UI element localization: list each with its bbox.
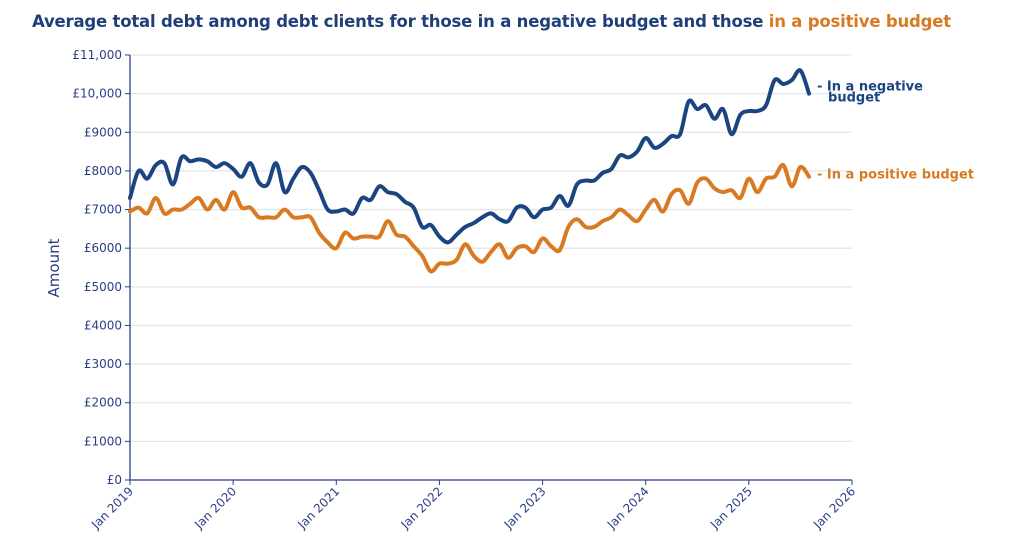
y-tick-label: £10,000: [72, 87, 122, 101]
x-tick-label: Jan 2024: [604, 484, 652, 532]
gridlines: [130, 54, 852, 481]
x-axis: Jan 2019 Jan 2020 Jan 2021 Jan 2022 Jan 2023…: [88, 479, 858, 532]
y-tick-label: £0: [107, 473, 122, 487]
y-tick-label: £3000: [84, 357, 122, 371]
series-line-negative: [128, 68, 812, 245]
y-tick-label: £11,000: [72, 48, 122, 62]
y-tick-label: £7000: [84, 203, 122, 217]
y-tick-label: £8000: [84, 164, 122, 178]
y-tick-label: £5000: [84, 280, 122, 294]
title-highlight: in a positive budget: [768, 12, 951, 31]
title-main: Average total debt among debt clients fo…: [32, 12, 769, 31]
y-axis: £0 £1000 £2000 £3000 £4000 £5000 £6000 £7000 £80…: [72, 48, 131, 487]
y-tick-label: £2000: [84, 396, 122, 410]
x-tick-label: Jan 2021: [294, 484, 342, 532]
series-label: - In a negative budget: [817, 80, 923, 106]
y-tick-label: £1000: [84, 434, 122, 448]
y-tick-label: £6000: [84, 241, 122, 255]
x-tick-label: Jan 2025: [707, 484, 755, 532]
x-tick-label: Jan 2019: [88, 484, 136, 532]
series-line-positive: [128, 163, 812, 274]
y-tick-label: £9000: [84, 125, 122, 139]
x-tick-label: Jan 2020: [191, 484, 239, 532]
y-tick-label: £4000: [84, 318, 122, 332]
x-tick-label: Jan 2023: [501, 484, 549, 532]
y-axis-label: Amount: [45, 238, 63, 297]
series-label: - In a positive budget: [817, 168, 974, 183]
x-tick-label: Jan 2022: [398, 484, 446, 532]
series-lines: - In a negative budget - In a positive bud…: [128, 68, 974, 274]
chart-title: Average total debt among debt clients fo…: [32, 12, 951, 31]
x-tick-label: Jan 2026: [810, 484, 858, 532]
